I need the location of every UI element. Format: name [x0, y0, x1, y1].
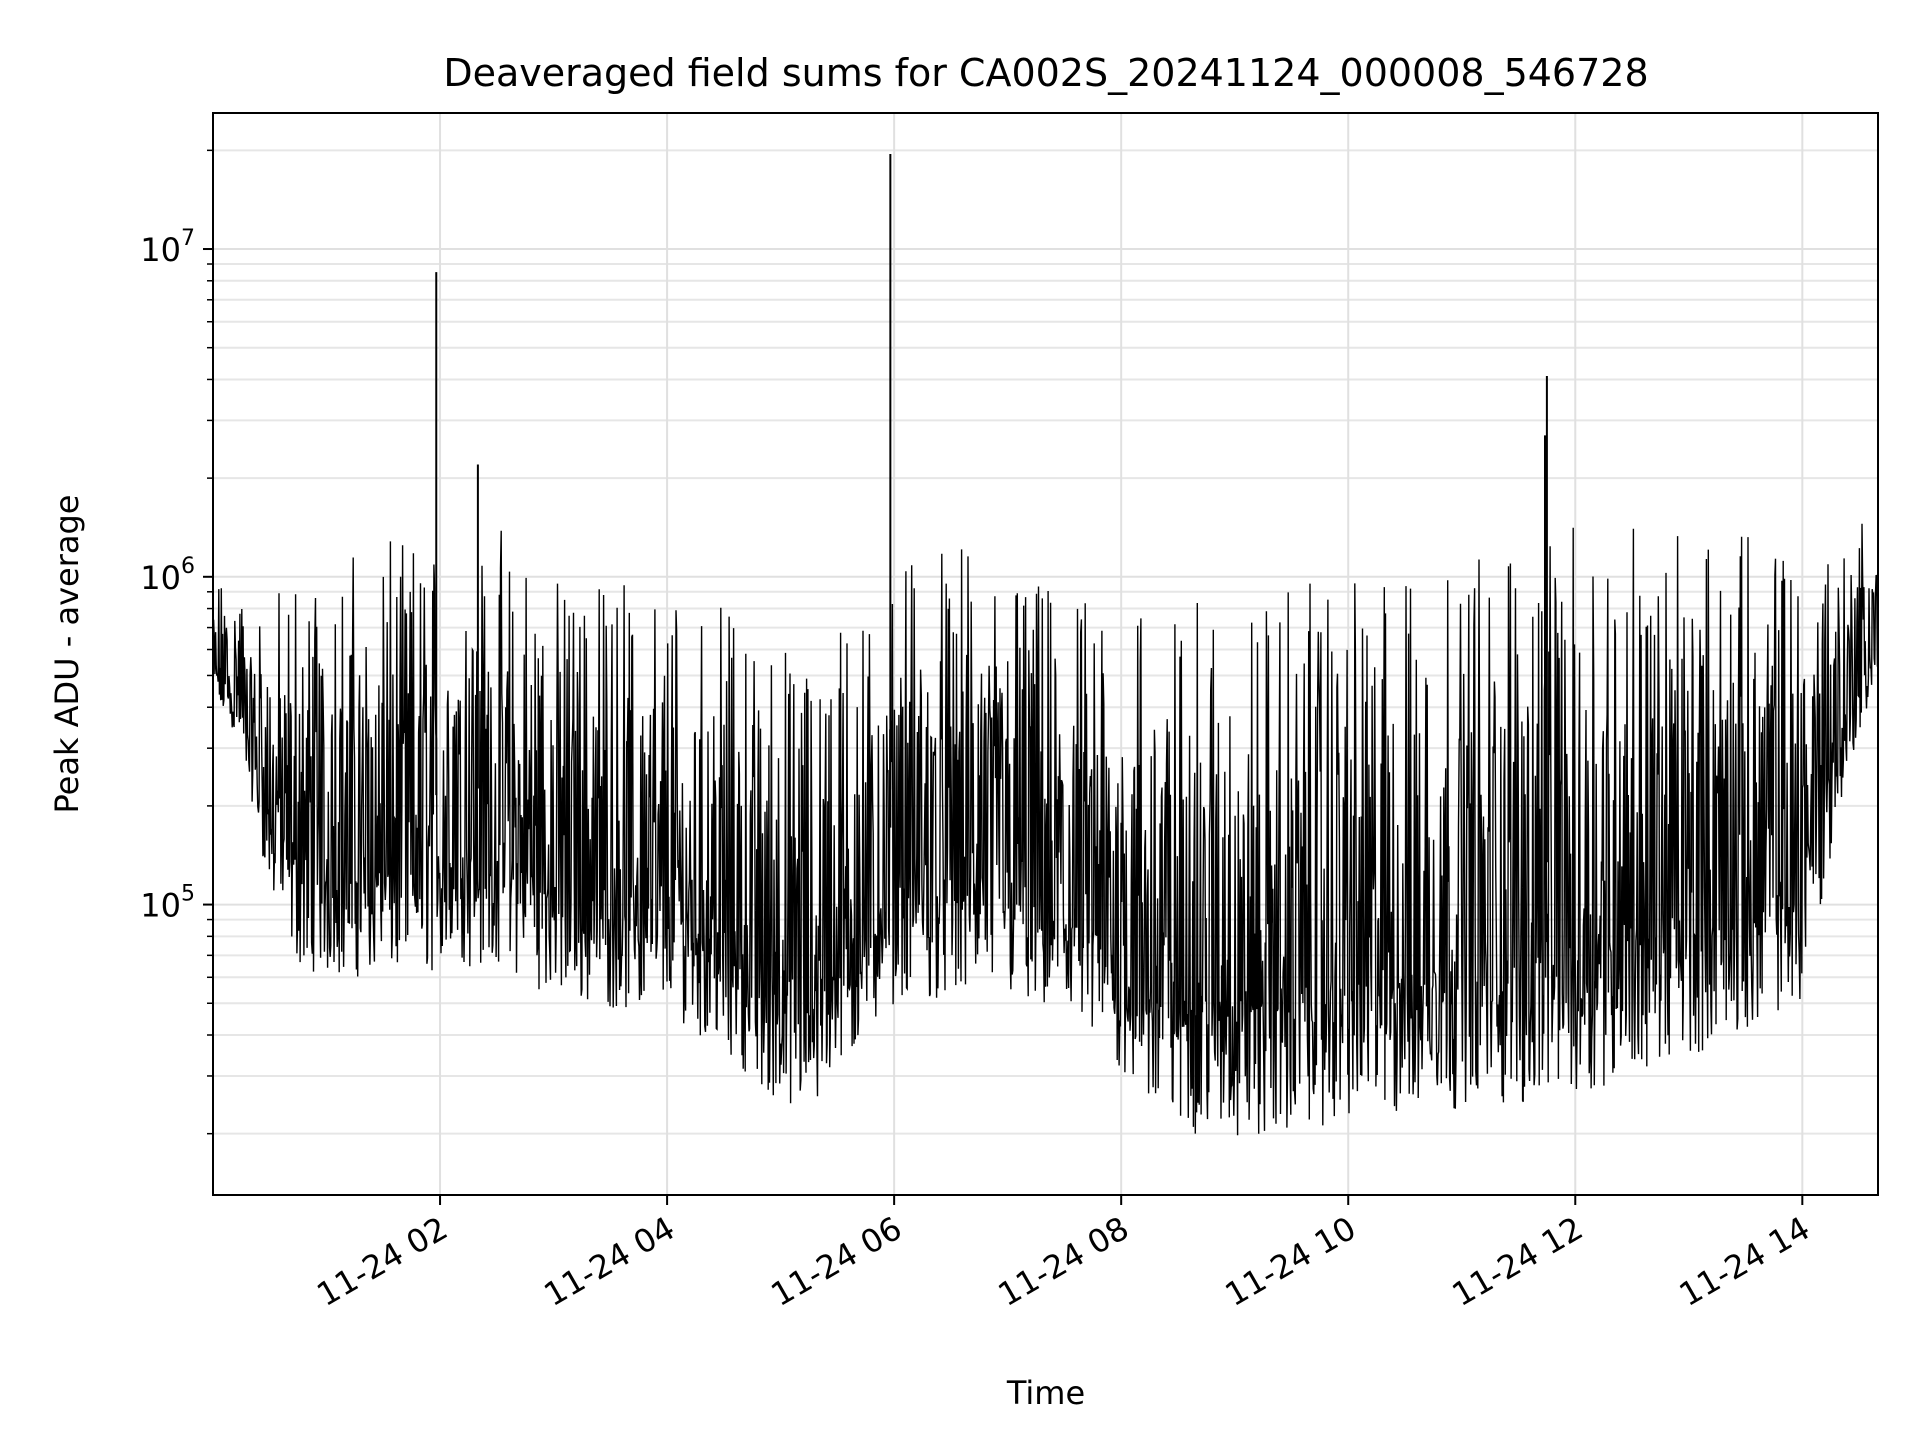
- plot-frame: [212, 112, 1879, 1196]
- x-axis-label: Time: [1006, 1374, 1085, 1412]
- plot-series: [212, 153, 1879, 1136]
- y-tick-label: 107: [140, 226, 195, 269]
- y-tick-label: 106: [140, 554, 195, 597]
- y-axis-label: Peak ADU - average: [48, 495, 86, 814]
- chart-title: Deaveraged field sums for CA002S_2024112…: [443, 51, 1648, 95]
- series-line: [212, 523, 1879, 1136]
- y-tick-label: 105: [140, 882, 195, 925]
